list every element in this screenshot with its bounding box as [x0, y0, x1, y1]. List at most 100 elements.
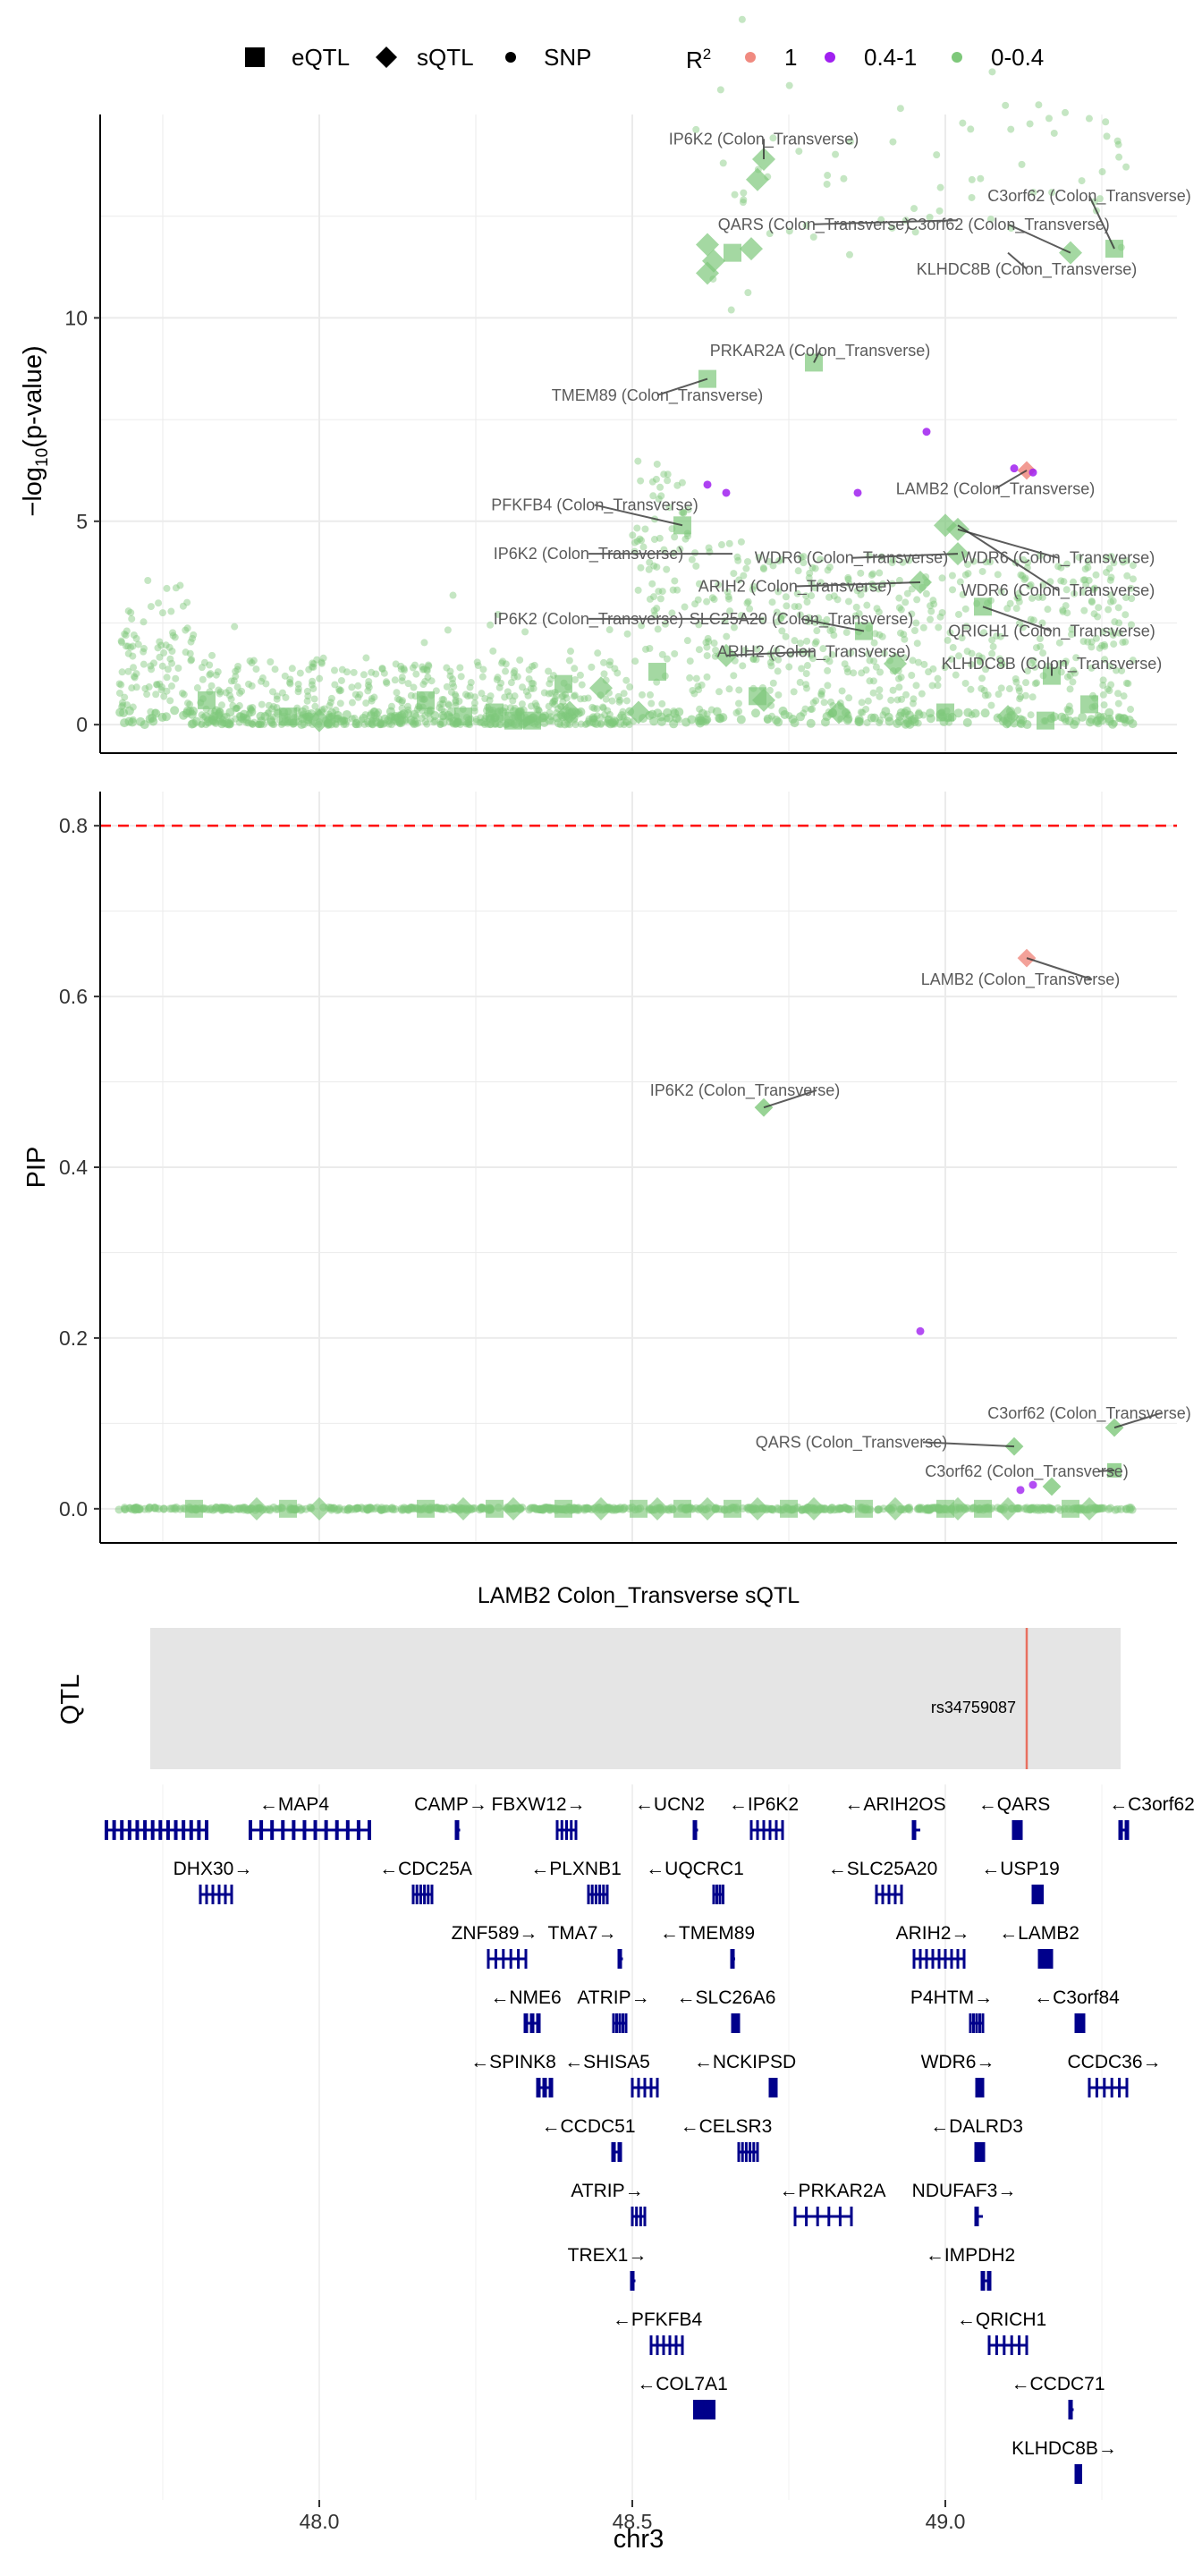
snp-baseline-point: [1064, 706, 1074, 716]
qtl-point: [454, 708, 472, 726]
qtl-track-body: rs34759087: [150, 1628, 1121, 1769]
snp-point: [1071, 669, 1079, 677]
pip-zero-point: [383, 1504, 392, 1513]
snp-baseline-point: [410, 709, 419, 719]
snp-point: [1115, 153, 1123, 161]
snp-point: [929, 597, 937, 605]
snp-point: [614, 692, 622, 700]
snp-point: [650, 593, 658, 601]
annotation-label: IP6K2 (Colon_Transverse): [669, 130, 859, 148]
snp-point: [684, 505, 692, 513]
snp-point: [378, 665, 386, 673]
snp-point: [132, 683, 140, 691]
gene-label: KLHDC8B→: [1012, 2438, 1117, 2459]
snp-point: [444, 701, 453, 709]
pip-zero-point: [830, 1505, 839, 1514]
snp-point: [163, 687, 171, 695]
snp-point: [1098, 168, 1106, 176]
pip-zero-qtl: [974, 1499, 992, 1518]
snp-point: [182, 648, 190, 657]
gene-label: ←TMEM89: [660, 1923, 755, 1944]
snp-point: [1029, 657, 1037, 665]
snp-point: [348, 683, 356, 691]
snp-point: [850, 669, 858, 677]
snp-point: [694, 682, 702, 691]
gene-exon: [570, 1820, 573, 1840]
snp-point: [233, 704, 241, 712]
qtl-point: [554, 674, 572, 693]
snp-baseline-point: [681, 717, 691, 727]
snp-point: [401, 666, 409, 674]
gene-exon: [524, 1949, 528, 1969]
snp-point: [934, 674, 942, 682]
snp-point: [897, 606, 905, 614]
snp-point: [978, 684, 986, 692]
snp-point: [695, 621, 703, 629]
snp-point: [648, 699, 656, 708]
snp-point: [910, 626, 918, 634]
snp-point: [984, 691, 992, 699]
snp-point: [225, 686, 233, 694]
snp-point: [773, 608, 781, 616]
snp-point: [695, 686, 703, 694]
snp-point: [734, 556, 742, 564]
snp-point: [913, 640, 921, 648]
snp-point: [189, 634, 197, 642]
snp-point: [486, 697, 494, 705]
ld-point: [722, 488, 731, 497]
snp-baseline-point: [1108, 719, 1118, 729]
snp-point: [271, 665, 279, 674]
snp-point: [354, 682, 362, 690]
snp-baseline-point: [124, 706, 134, 716]
qtl-track-title: LAMB2 Colon_Transverse sQTL: [478, 1583, 800, 1608]
snp-point: [1107, 627, 1115, 635]
snp-baseline-point: [881, 707, 891, 716]
snp-point: [704, 634, 712, 642]
snp-point: [995, 691, 1003, 699]
snp-point: [896, 105, 904, 113]
snp-point: [478, 690, 486, 698]
snp-point: [909, 699, 917, 708]
snp-point: [227, 695, 235, 703]
annotation-label: WDR6 (Colon_Transverse): [961, 549, 1155, 568]
snp-point: [1114, 140, 1122, 148]
snp-point: [1112, 666, 1120, 674]
snp-point: [157, 686, 165, 694]
snp-point: [1063, 673, 1071, 681]
snp-point: [732, 709, 741, 717]
snp-point: [710, 596, 718, 604]
snp-point: [527, 685, 535, 693]
snp-point: [140, 618, 148, 626]
snp-baseline-point: [1078, 712, 1088, 722]
snp-point: [530, 661, 538, 669]
snp-point: [410, 683, 418, 691]
annotation-leader: [813, 350, 821, 363]
pip-point: [916, 1326, 925, 1335]
snp-point: [1075, 554, 1083, 562]
pip-zero-point: [1022, 1504, 1031, 1513]
gene-exon: [174, 1820, 178, 1840]
gene-exon: [881, 1885, 885, 1904]
gene-exon: [622, 2013, 624, 2033]
pip-zero-point: [926, 1505, 935, 1514]
gene-exon: [502, 1949, 505, 1969]
snp-point: [1078, 177, 1086, 185]
snp-point: [1059, 606, 1067, 614]
snp-point: [899, 558, 907, 566]
gene-exon: [1041, 1885, 1044, 1904]
snp-point: [1031, 680, 1039, 688]
snp-point: [372, 670, 380, 678]
snp-point: [1013, 594, 1021, 602]
snp-point: [331, 681, 339, 689]
snp-point: [730, 672, 738, 680]
snp-point: [599, 704, 607, 712]
snp-point: [775, 691, 783, 699]
gene-exon: [127, 1820, 131, 1840]
gene-label: ←CELSR3: [681, 2116, 773, 2137]
snp-point: [222, 689, 230, 697]
snp-point: [198, 664, 206, 672]
snp-point: [206, 671, 214, 679]
snp-point: [1072, 654, 1080, 662]
pip-zero-point: [479, 1504, 488, 1513]
snp-point: [1129, 562, 1137, 570]
